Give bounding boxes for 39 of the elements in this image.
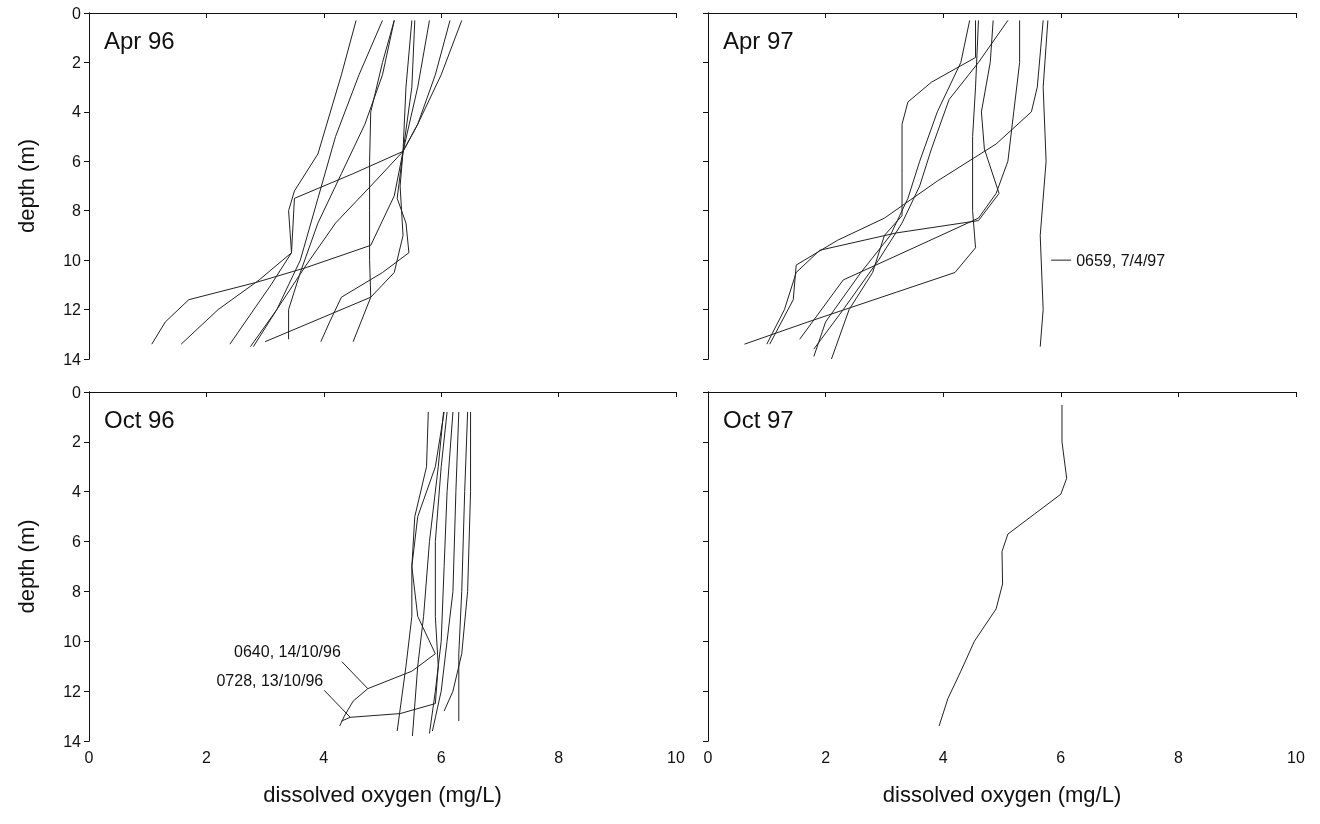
annotation: 0659, 7/4/97 (1076, 251, 1166, 269)
y-tick-label: 10 (63, 251, 82, 269)
y-tick-label: 14 (63, 732, 82, 750)
x-tick-label: 0 (84, 748, 94, 766)
y-tick-label: 4 (72, 103, 82, 121)
x-tick-label: 8 (1173, 748, 1183, 766)
x-tick-label: 6 (1056, 748, 1066, 766)
y-tick-label: 6 (72, 533, 82, 551)
x-tick-label: 4 (938, 748, 948, 766)
y-tick-label: 14 (63, 350, 82, 368)
text: Apr 97 (723, 26, 794, 54)
y-tick-label: 8 (72, 202, 82, 220)
x-tick-label: 2 (821, 748, 831, 766)
text: Oct 97 (723, 405, 794, 433)
text: Oct 96 (104, 405, 175, 433)
y-axis-title: depth (m) (13, 138, 39, 234)
y-tick-label: 10 (63, 632, 82, 650)
y-tick-label: 0 (72, 4, 82, 22)
x-axis-title: dissolved oxygen (mg/L) (882, 781, 1122, 807)
text: Apr 96 (104, 26, 175, 54)
y-tick-label: 12 (63, 301, 82, 319)
y-tick-label: 0 (72, 383, 82, 401)
x-tick-label: 2 (201, 748, 211, 766)
x-tick-label: 10 (667, 748, 685, 766)
x-axis-title: dissolved oxygen (mg/L) (263, 781, 502, 807)
y-tick-label: 12 (63, 682, 82, 700)
y-tick-label: 8 (72, 582, 82, 600)
annotation: 0640, 14/10/96 (234, 643, 341, 661)
x-tick-label: 0 (703, 748, 713, 766)
x-tick-label: 10 (1287, 748, 1305, 766)
annotation: 0728, 13/10/96 (216, 671, 324, 689)
x-tick-label: 4 (319, 748, 329, 766)
y-tick-label: 2 (72, 53, 82, 71)
y-axis-title: depth (m) (13, 519, 39, 614)
x-tick-label: 8 (554, 748, 564, 766)
y-tick-label: 6 (72, 152, 82, 170)
y-tick-label: 4 (72, 483, 82, 501)
y-tick-label: 2 (72, 433, 82, 451)
x-tick-label: 6 (436, 748, 446, 766)
